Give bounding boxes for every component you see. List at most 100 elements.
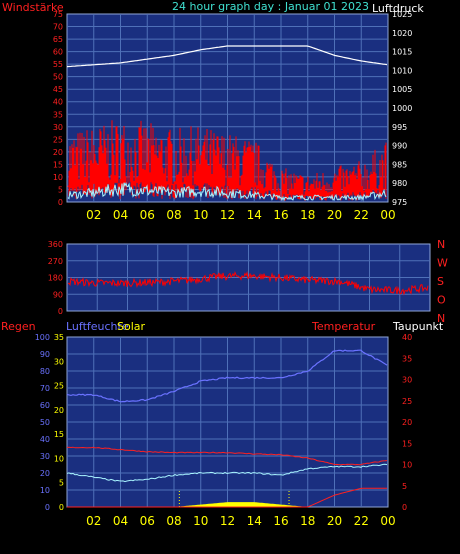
y-tick-label: 10 (54, 454, 64, 463)
y-tick-label: 80 (40, 367, 50, 376)
y-tick-label: 5 (402, 482, 407, 491)
y-tick-label: 20 (402, 418, 412, 427)
y-tick-label: 1005 (392, 85, 412, 94)
y-tick-label: 20 (53, 148, 63, 157)
pressure-series (66, 45, 388, 68)
x-tick-label: 08 (166, 208, 181, 222)
y-tick-label: 35 (54, 333, 64, 342)
y-tick-label: 45 (53, 85, 63, 94)
x-tick-label: 04 (113, 514, 128, 528)
y-tick-label: 990 (392, 142, 407, 151)
y-tick-label: 5 (59, 479, 64, 488)
y-tick-label: 25 (402, 397, 412, 406)
x-tick-label: 02 (86, 208, 101, 222)
y-tick-label: 995 (392, 123, 407, 132)
y-tick-label: 75 (53, 10, 63, 19)
y-tick-label: 50 (53, 73, 63, 82)
y-tick-label: 30 (53, 123, 63, 132)
panel1-series (66, 45, 388, 202)
y-tick-label: 35 (402, 354, 412, 363)
dewpoint-label: Taupunkt (392, 320, 444, 333)
y-tick-label: 985 (392, 160, 407, 169)
x-tick-label: 22 (354, 208, 369, 222)
direction-label: W (437, 257, 448, 270)
direction-label: O (437, 294, 446, 307)
y-tick-label: 15 (54, 430, 64, 439)
y-tick-label: 5 (58, 185, 63, 194)
temperatur-series (66, 446, 388, 466)
y-tick-label: 0 (58, 198, 63, 207)
x-tick-label: 14 (247, 208, 262, 222)
y-tick-label: 180 (48, 274, 63, 283)
humidity-label: Luftfeuchte (66, 320, 129, 333)
rain-label: Regen (1, 320, 36, 333)
panel3-solar-ticks: 35 30 25 20 15 10 5 0 (54, 333, 64, 512)
solar-series (67, 502, 388, 507)
y-tick-label: 30 (402, 376, 412, 385)
panel2-series (67, 270, 429, 296)
x-tick-label: 16 (273, 514, 288, 528)
y-tick-label: 20 (40, 469, 50, 478)
x-tick-label: 18 (300, 514, 315, 528)
x-tick-label: 00 (380, 514, 395, 528)
direction-label: S (437, 275, 444, 288)
temperature-label: Temperatur (311, 320, 376, 333)
x-tick-label: 10 (193, 514, 208, 528)
y-tick-label: 35 (53, 110, 63, 119)
panel1-pressure-ticks: 1025 1020 1015 1010 1005 1000 995 990 985 980 975 (392, 10, 412, 207)
y-tick-label: 1020 (392, 29, 412, 38)
y-tick-label: 360 (48, 240, 63, 249)
y-tick-label: 30 (54, 357, 64, 366)
y-tick-label: 100 (35, 333, 50, 342)
panel3-temperature-ticks: 40 35 30 25 20 15 10 5 0 (402, 333, 412, 512)
y-tick-label: 1025 (392, 10, 412, 19)
x-tick-label: 04 (113, 208, 128, 222)
y-tick-label: 25 (54, 382, 64, 391)
x-tick-label: 06 (140, 514, 155, 528)
panel3-series (66, 349, 388, 508)
direction-label: N (437, 238, 445, 251)
y-tick-label: 60 (40, 401, 50, 410)
x-tick-label: 12 (220, 514, 235, 528)
x-tick-label: 02 (86, 514, 101, 528)
y-tick-label: 15 (402, 439, 412, 448)
y-tick-label: 70 (53, 23, 63, 32)
y-tick-label: 65 (53, 35, 63, 44)
y-tick-label: 40 (40, 435, 50, 444)
y-tick-label: 30 (40, 452, 50, 461)
x-tick-label: 00 (380, 208, 395, 222)
taupunkt-series (66, 463, 388, 483)
x-tick-label: 10 (193, 208, 208, 222)
y-tick-label: 0 (45, 503, 50, 512)
luftfeuchte-series (66, 349, 388, 403)
chart-title: 24 hour graph day : Januar 01 2023 (172, 0, 369, 13)
panel2-y-ticks: 360 270 180 90 0 (48, 240, 63, 316)
x-tick-label: 14 (247, 514, 262, 528)
y-tick-label: 980 (392, 179, 407, 188)
pressure-axis-title: Luftdruck (372, 2, 424, 15)
wind-average-series (67, 181, 387, 202)
y-tick-label: 10 (402, 461, 412, 470)
y-tick-label: 70 (40, 384, 50, 393)
rain-series (67, 487, 387, 508)
y-tick-label: 1015 (392, 48, 412, 57)
x-tick-label: 20 (327, 514, 342, 528)
y-tick-label: 1010 (392, 66, 412, 75)
y-tick-label: 40 (402, 333, 412, 342)
direction-label: N (437, 312, 445, 325)
y-tick-label: 15 (53, 160, 63, 169)
y-tick-label: 50 (40, 418, 50, 427)
y-tick-label: 55 (53, 60, 63, 69)
y-tick-label: 60 (53, 48, 63, 57)
y-tick-label: 90 (40, 350, 50, 359)
x-tick-label: 12 (220, 208, 235, 222)
x-tick-label: 06 (140, 208, 155, 222)
panel1-x-ticks: 02 04 06 08 10 12 14 16 18 20 22 00 (86, 208, 396, 222)
x-tick-label: 08 (166, 514, 181, 528)
